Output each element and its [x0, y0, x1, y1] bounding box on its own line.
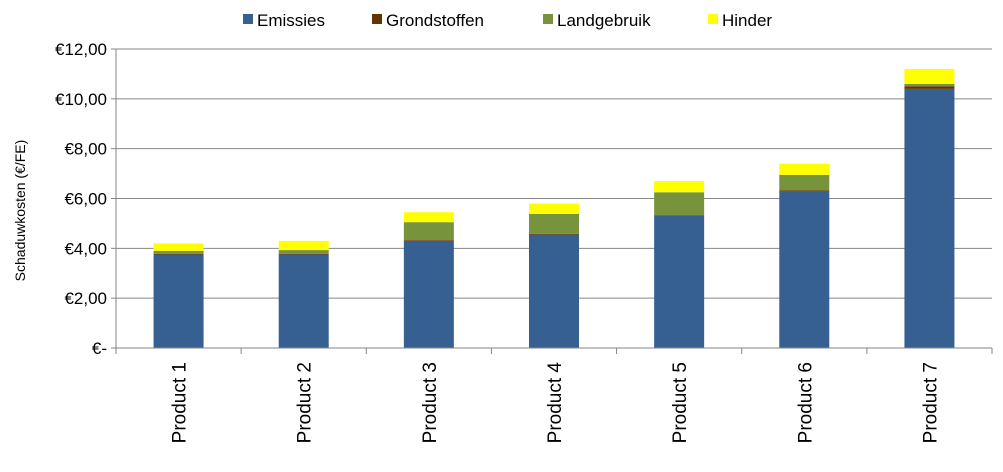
legend-swatch-landgebruik: [543, 14, 553, 24]
bar-segment-landgebruik: [403, 222, 454, 241]
x-tick-label: Product 4: [545, 362, 566, 444]
x-tick-label: Product 3: [420, 362, 441, 443]
bar-segment-landgebruik: [153, 250, 204, 254]
x-tick-label: Product 7: [920, 362, 941, 443]
legend: Emissies Grondstoffen Landgebruik Hinder: [243, 11, 772, 30]
legend-swatch-emissies: [243, 14, 253, 24]
bar-segment-grondstoffen: [403, 240, 454, 241]
x-tick-labels: Product 1 Product 2 Product 3 Product 4 Prod…: [170, 362, 942, 444]
legend-label-hinder: Hinder: [722, 11, 772, 30]
y-tick-label: €10,00: [55, 90, 107, 109]
bar-segment-emissies: [904, 88, 955, 348]
bar-segment-grondstoffen: [278, 253, 329, 255]
x-tick-label: Product 5: [670, 362, 691, 443]
y-tick-label: €8,00: [64, 140, 107, 159]
bar-segment-grondstoffen: [779, 190, 830, 192]
bars: [153, 68, 955, 348]
legend-label-landgebruik: Landgebruik: [557, 11, 651, 30]
x-tick-label: Product 1: [170, 362, 191, 443]
bar-segment-emissies: [278, 254, 329, 348]
bar-segment-grondstoffen: [529, 233, 579, 235]
bar-segment-hinder: [529, 203, 579, 214]
gridlines: [116, 48, 992, 299]
bar-segment-emissies: [403, 240, 454, 348]
axes: [111, 48, 993, 354]
bar-segment-landgebruik: [779, 174, 830, 191]
y-tick-label: €6,00: [64, 190, 107, 209]
bar-segment-hinder: [153, 243, 204, 251]
y-axis-title: Schaduwkosten (€/FE): [12, 140, 28, 282]
y-tick-label: €-: [92, 339, 107, 358]
y-tick-label: €2,00: [64, 289, 107, 308]
bar-segment-landgebruik: [654, 192, 705, 216]
bar-segment-emissies: [654, 215, 705, 348]
bar-segment-landgebruik: [904, 83, 955, 87]
y-tick-label: €12,00: [55, 40, 107, 59]
bar-segment-hinder: [278, 240, 329, 251]
bar-segment-hinder: [654, 181, 705, 193]
bar-segment-landgebruik: [529, 213, 579, 234]
bar-segment-emissies: [153, 254, 204, 348]
y-tick-label: €4,00: [64, 239, 107, 258]
bar-segment-landgebruik: [278, 250, 329, 254]
bar-segment-hinder: [403, 212, 454, 223]
bar-segment-emissies: [779, 191, 830, 348]
x-tick-label: Product 2: [295, 362, 316, 443]
bar-segment-grondstoffen: [153, 253, 204, 255]
legend-label-emissies: Emissies: [257, 11, 325, 30]
bar-segment-grondstoffen: [654, 215, 705, 216]
y-tick-labels: €- €2,00 €4,00 €6,00 €8,00 €10,00 €12,00: [55, 40, 107, 358]
bar-segment-emissies: [529, 234, 579, 348]
x-tick-label: Product 6: [795, 362, 816, 443]
bar-segment-hinder: [904, 68, 955, 84]
legend-swatch-hinder: [708, 14, 718, 24]
legend-swatch-grondstoffen: [372, 14, 382, 24]
bar-segment-hinder: [779, 163, 830, 175]
legend-label-grondstoffen: Grondstoffen: [386, 11, 484, 30]
bar-segment-grondstoffen: [904, 86, 955, 89]
